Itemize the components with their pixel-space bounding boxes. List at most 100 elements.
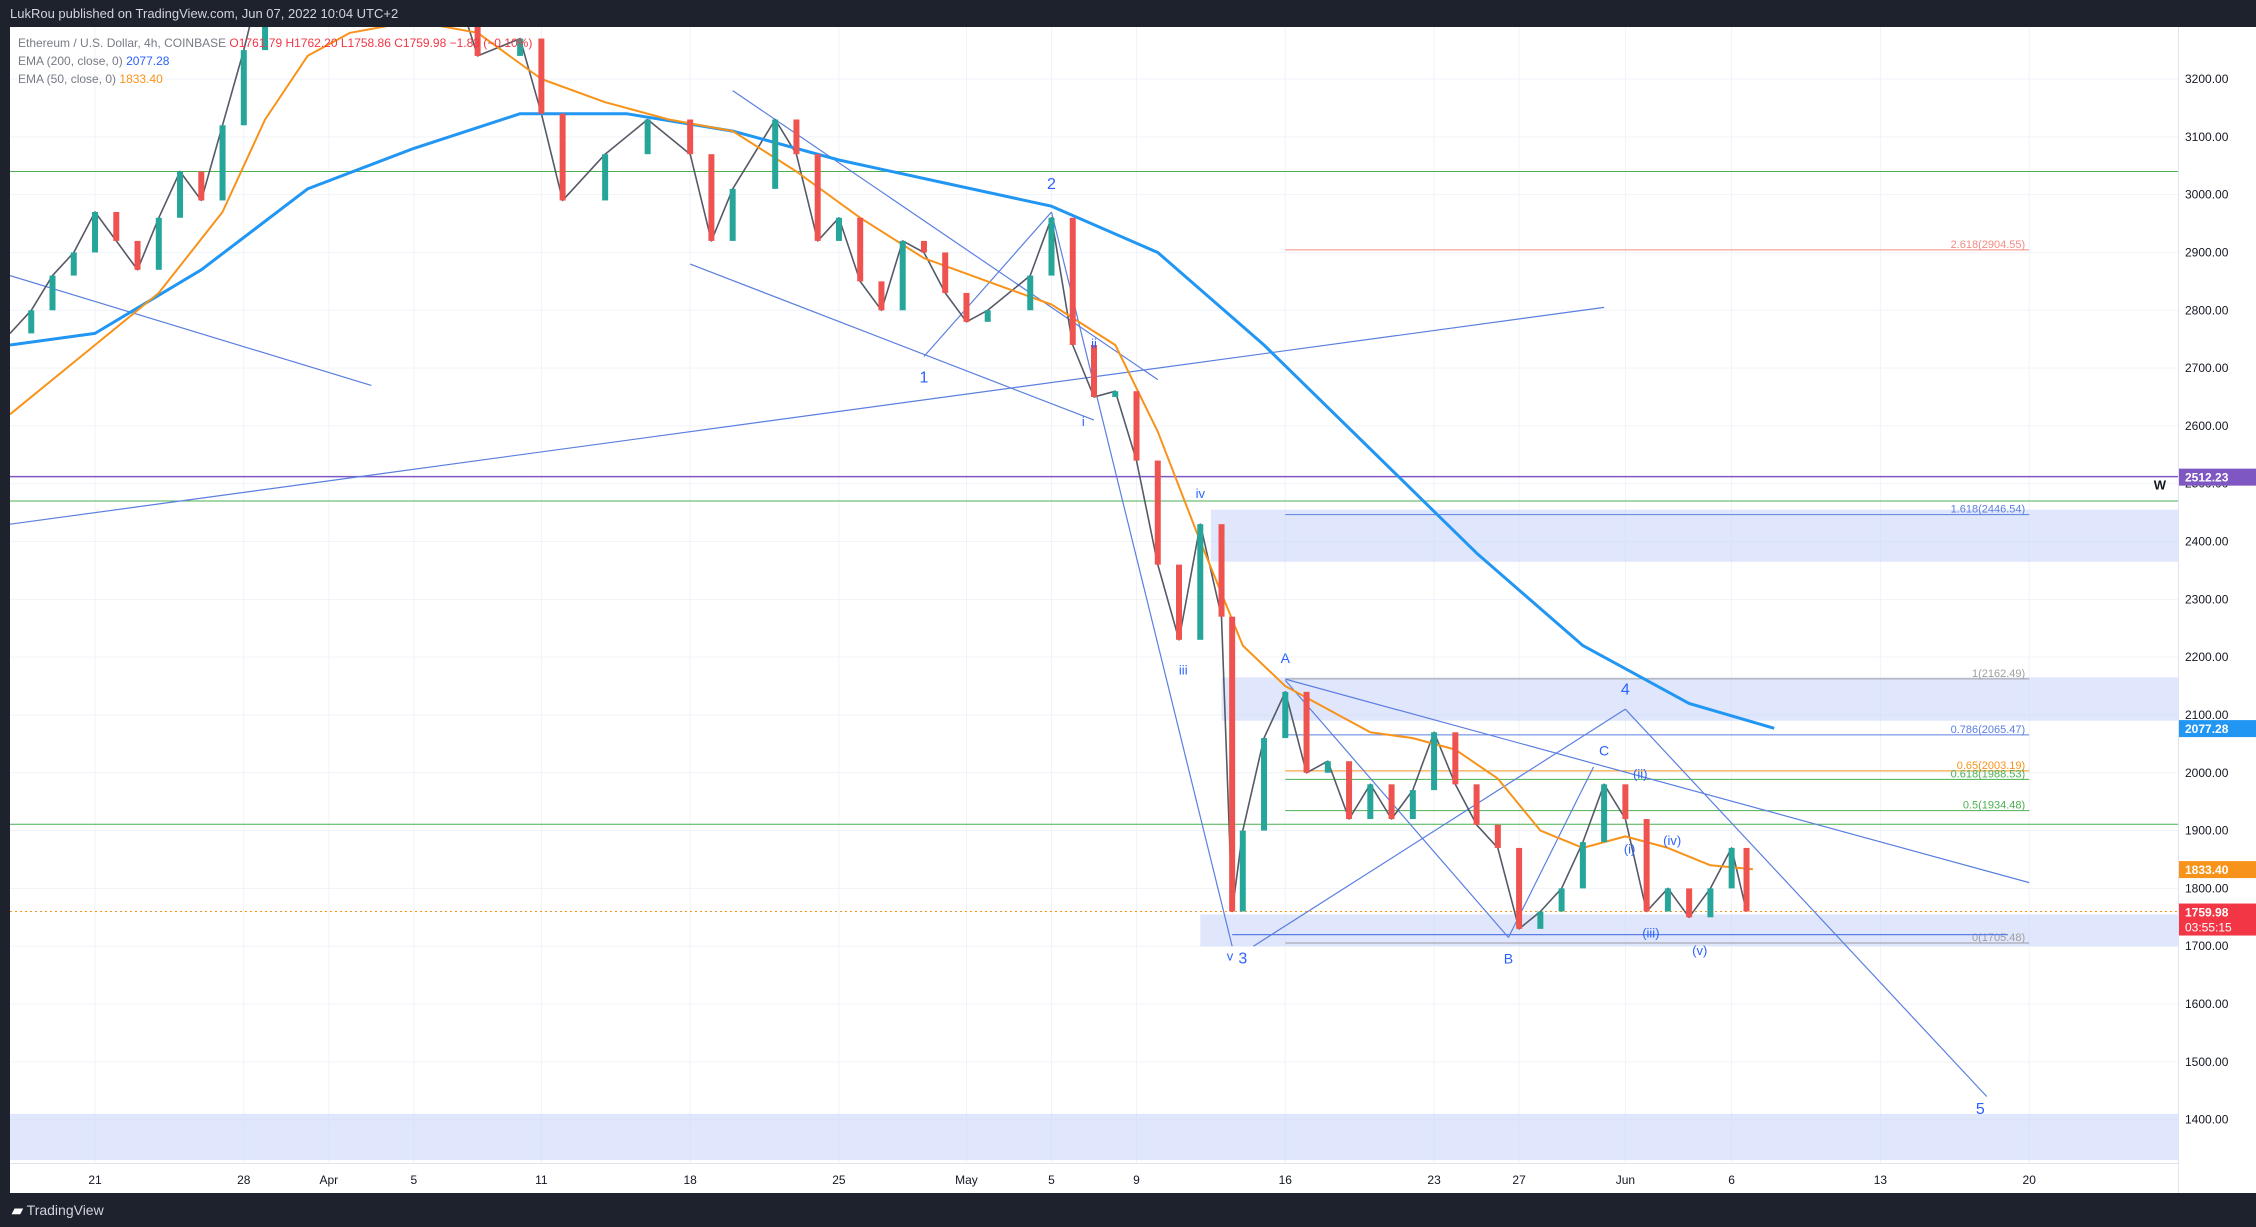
candle — [793, 119, 800, 155]
price-tick-label: 2000.00 — [2185, 766, 2229, 780]
price-tick-label: 2400.00 — [2185, 535, 2229, 549]
price-axis-svg: 1400.00 1500.00 1600.00 1700.00 1800.00 1900.… — [2179, 72, 2256, 1127]
price-tick-label: 1800.00 — [2185, 881, 2229, 895]
wave-label: (iv) — [1663, 833, 1681, 848]
candle — [984, 310, 991, 322]
candle — [644, 119, 651, 155]
brand-name: TradingView — [26, 1202, 104, 1218]
price-marker-label: 2077.28 — [2185, 722, 2229, 736]
candle — [1622, 784, 1629, 820]
legend-symbol: Ethereum / U.S. Dollar, 4h, COINBASE — [18, 36, 227, 50]
candle — [1743, 847, 1750, 912]
support-zone — [10, 1113, 2178, 1161]
price-marker-label: 1833.40 — [2185, 863, 2229, 877]
support-zone — [1221, 677, 2178, 721]
candle — [1601, 784, 1608, 843]
trendline — [689, 263, 1095, 421]
legend-ema200-value: 2077.28 — [126, 54, 170, 68]
wave-label: i — [1082, 414, 1085, 429]
time-tick-label: 27 — [1512, 1173, 1526, 1187]
level-label: W — [2154, 478, 2167, 493]
price-tick-label: 1700.00 — [2185, 939, 2229, 953]
price-line — [10, 27, 1748, 930]
candle — [1324, 761, 1331, 773]
candle — [538, 38, 545, 114]
wave-label: (iii) — [1642, 926, 1659, 941]
candle — [835, 217, 842, 241]
candle — [1154, 460, 1161, 565]
price-marker — [2179, 861, 2256, 879]
candle — [1579, 842, 1586, 889]
trendline — [10, 275, 372, 387]
fib-level-label: 0.65(2003.19) — [1957, 760, 2026, 772]
chart-area[interactable]: W 2.618(2904.55) 1.618(2446.54) 1(2162.49) 0… — [10, 27, 2178, 1163]
time-tick-label: Jun — [1616, 1173, 1635, 1187]
price-tick-label: 1500.00 — [2185, 1055, 2229, 1069]
tradingview-logo[interactable]: ▰ TradingView — [12, 1202, 104, 1219]
price-marker-label: 1759.98 — [2185, 906, 2229, 920]
wave-label: 5 — [1976, 1101, 1985, 1118]
wave-label: (ii) — [1633, 767, 1647, 782]
wave-label: 1 — [920, 370, 929, 387]
candle — [113, 211, 120, 241]
candle — [963, 292, 970, 322]
candle — [240, 50, 247, 126]
time-tick-label: 25 — [832, 1173, 846, 1187]
candle — [559, 113, 566, 201]
candle — [878, 281, 885, 311]
price-tick-label: 2100.00 — [2185, 708, 2229, 722]
trendline — [1285, 678, 2030, 884]
fib-level-label: 1.618(2446.54) — [1951, 504, 2026, 516]
chart-legend: Ethereum / U.S. Dollar, 4h, COINBASE O17… — [18, 34, 532, 88]
legend-ema200-row[interactable]: EMA (200, close, 0) 2077.28 — [18, 52, 532, 70]
time-tick-label: 6 — [1728, 1173, 1735, 1187]
time-tick-label: 9 — [1133, 1173, 1140, 1187]
time-tick-label: 5 — [410, 1173, 417, 1187]
wave-label: 2 — [1047, 176, 1056, 193]
candle — [1112, 391, 1119, 397]
fib-level-label: 1(2162.49) — [1972, 668, 2025, 680]
candle — [517, 38, 524, 56]
trendline — [10, 306, 1605, 525]
price-axis[interactable]: 1400.00 1500.00 1600.00 1700.00 1800.00 1900.… — [2178, 27, 2256, 1193]
wave-label: (v) — [1692, 943, 1707, 958]
fib-level-label: 0.618(1988.53) — [1951, 768, 2026, 780]
left-strip — [0, 27, 10, 1193]
candle — [1516, 847, 1523, 929]
wave-label: 4 — [1621, 682, 1630, 699]
price-tick-label: 1900.00 — [2185, 824, 2229, 838]
legend-ema50-label: EMA (50, close, 0) — [18, 72, 117, 86]
wave-label: 3 — [1238, 951, 1247, 968]
candle — [70, 252, 77, 276]
candle — [92, 211, 99, 253]
candle — [1261, 738, 1268, 831]
fib-level-label: 0.5(1934.48) — [1963, 800, 2025, 812]
price-marker-countdown: 03:55:15 — [2185, 921, 2232, 935]
legend-ema50-value: 1833.40 — [119, 72, 163, 86]
legend-ema50-row[interactable]: EMA (50, close, 0) 1833.40 — [18, 70, 532, 88]
candle — [474, 27, 481, 56]
support-zone — [1210, 509, 2178, 562]
time-tick-label: May — [955, 1173, 978, 1187]
candle — [602, 154, 609, 201]
candle — [155, 217, 162, 270]
wave-label: iv — [1196, 486, 1206, 501]
candle — [1409, 790, 1416, 820]
candle — [262, 27, 269, 51]
fib-level-label: 0(1705.48) — [1972, 932, 2025, 944]
legend-symbol-row: Ethereum / U.S. Dollar, 4h, COINBASE O17… — [18, 34, 532, 52]
time-tick-label: 5 — [1048, 1173, 1055, 1187]
trendline — [732, 90, 1159, 381]
candle — [1431, 732, 1438, 791]
time-axis[interactable]: 21 28 Apr 5 11 18 25 May 5 9 16 23 27 Jun 6 13 20 — [10, 1163, 2178, 1194]
publish-line: LukRou published on TradingView.com, Jun… — [10, 6, 399, 21]
price-marker — [2179, 468, 2256, 486]
candle — [942, 252, 949, 293]
candle — [1133, 391, 1140, 461]
candle — [1728, 847, 1735, 889]
price-chart[interactable]: W 2.618(2904.55) 1.618(2446.54) 1(2162.49) 0… — [10, 27, 2178, 1163]
candle — [1229, 616, 1236, 912]
time-tick-label: 13 — [1874, 1173, 1888, 1187]
price-marker — [2179, 720, 2256, 738]
candle — [1176, 564, 1183, 640]
